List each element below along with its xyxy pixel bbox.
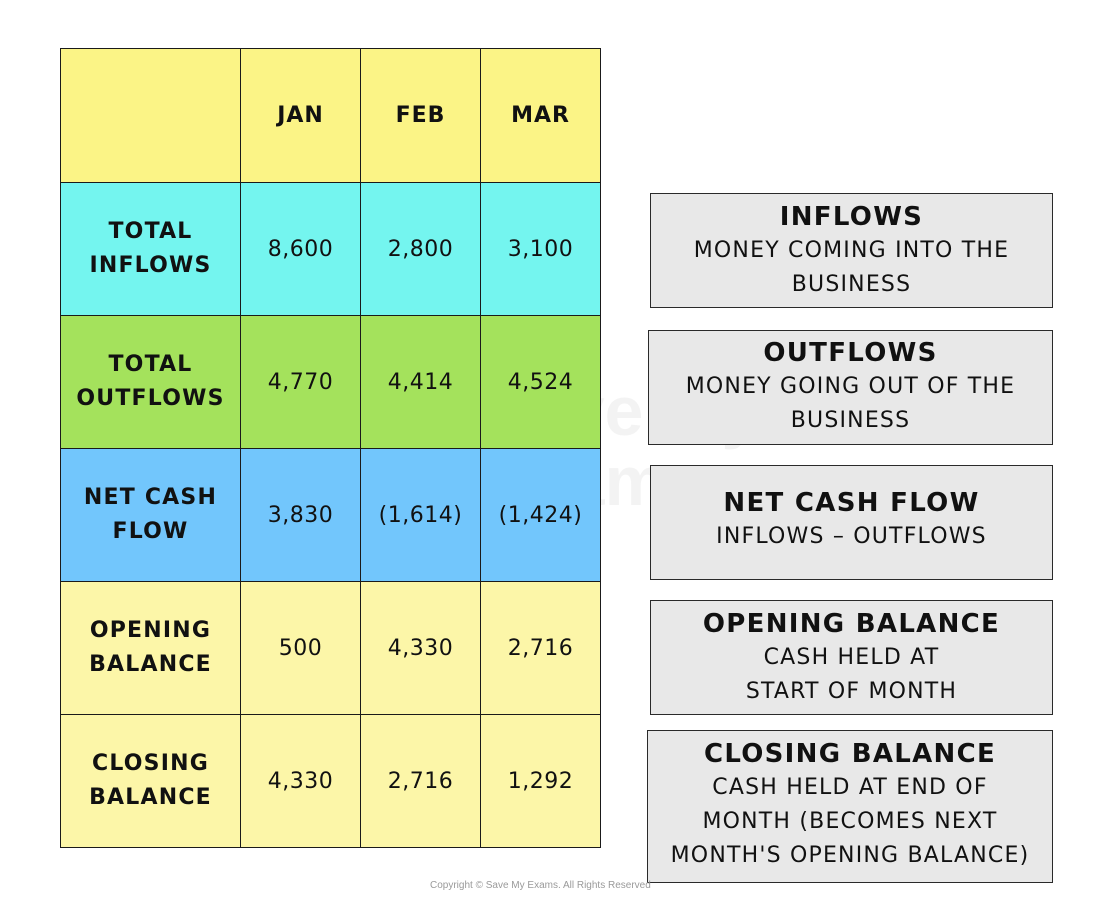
row-label: NET CASH FLOW bbox=[60, 448, 241, 582]
cell-mar: 4,524 bbox=[480, 315, 601, 449]
cash-flow-table: JAN FEB MAR TOTAL INFLOWS 8,600 2,800 3,… bbox=[60, 48, 601, 848]
definition-title: OUTFLOWS bbox=[763, 338, 938, 368]
header-mar: MAR bbox=[480, 48, 601, 183]
definition-inflows: INFLOWS MONEY COMING INTO THE BUSINESS bbox=[650, 193, 1053, 308]
header-empty-cell bbox=[60, 48, 241, 183]
cell-jan: 3,830 bbox=[240, 448, 361, 582]
row-label: OPENING BALANCE bbox=[60, 581, 241, 715]
definition-closing-balance: CLOSING BALANCE CASH HELD AT END OF MONT… bbox=[647, 730, 1053, 883]
row-opening-balance: OPENING BALANCE 500 4,330 2,716 bbox=[60, 581, 601, 715]
definition-line: MONEY COMING INTO THE bbox=[693, 238, 1010, 263]
definition-title: CLOSING BALANCE bbox=[703, 739, 997, 769]
definition-opening-balance: OPENING BALANCE CASH HELD AT START OF MO… bbox=[650, 600, 1053, 715]
cell-feb: 2,800 bbox=[360, 182, 481, 316]
row-label-line: TOTAL bbox=[108, 352, 193, 377]
cell-jan: 500 bbox=[240, 581, 361, 715]
cell-feb: 4,330 bbox=[360, 581, 481, 715]
row-label-line: BALANCE bbox=[89, 652, 212, 677]
row-label-line: TOTAL bbox=[108, 219, 193, 244]
definition-title: NET CASH FLOW bbox=[723, 488, 980, 518]
definition-net-cash-flow: NET CASH FLOW INFLOWS – OUTFLOWS bbox=[650, 465, 1053, 580]
cell-mar: (1,424) bbox=[480, 448, 601, 582]
definition-line: MONEY GOING OUT OF THE bbox=[685, 374, 1016, 399]
row-label: TOTAL OUTFLOWS bbox=[60, 315, 241, 449]
cell-jan: 4,770 bbox=[240, 315, 361, 449]
row-label-line: NET CASH bbox=[83, 485, 218, 510]
row-label-line: FLOW bbox=[112, 519, 189, 544]
definition-line: MONTH (BECOMES NEXT bbox=[702, 809, 998, 834]
header-jan: JAN bbox=[240, 48, 361, 183]
definition-title: OPENING BALANCE bbox=[702, 609, 1001, 639]
definition-line: START OF MONTH bbox=[745, 679, 958, 704]
cell-feb: 4,414 bbox=[360, 315, 481, 449]
definition-line: BUSINESS bbox=[791, 272, 912, 297]
definition-line: MONTH'S OPENING BALANCE) bbox=[670, 843, 1030, 868]
cell-jan: 4,330 bbox=[240, 714, 361, 848]
table-header-row: JAN FEB MAR bbox=[60, 48, 601, 183]
row-net-cash-flow: NET CASH FLOW 3,830 (1,614) (1,424) bbox=[60, 448, 601, 582]
row-label-line: OUTFLOWS bbox=[76, 386, 225, 411]
definition-line: INFLOWS – OUTFLOWS bbox=[716, 524, 987, 549]
row-label-line: INFLOWS bbox=[89, 253, 212, 278]
cell-mar: 1,292 bbox=[480, 714, 601, 848]
cell-mar: 3,100 bbox=[480, 182, 601, 316]
definition-line: BUSINESS bbox=[790, 408, 911, 433]
definition-outflows: OUTFLOWS MONEY GOING OUT OF THE BUSINESS bbox=[648, 330, 1053, 445]
row-label: CLOSING BALANCE bbox=[60, 714, 241, 848]
cell-mar: 2,716 bbox=[480, 581, 601, 715]
definition-line: CASH HELD AT END OF bbox=[712, 775, 988, 800]
row-total-inflows: TOTAL INFLOWS 8,600 2,800 3,100 bbox=[60, 182, 601, 316]
cell-feb: 2,716 bbox=[360, 714, 481, 848]
header-feb: FEB bbox=[360, 48, 481, 183]
row-label-line: BALANCE bbox=[89, 785, 212, 810]
row-total-outflows: TOTAL OUTFLOWS 4,770 4,414 4,524 bbox=[60, 315, 601, 449]
definition-title: INFLOWS bbox=[779, 202, 924, 232]
copyright-notice: Copyright © Save My Exams. All Rights Re… bbox=[430, 880, 651, 891]
cell-feb: (1,614) bbox=[360, 448, 481, 582]
row-label-line: CLOSING bbox=[92, 751, 209, 776]
definition-line: CASH HELD AT bbox=[763, 645, 940, 670]
cell-jan: 8,600 bbox=[240, 182, 361, 316]
row-closing-balance: CLOSING BALANCE 4,330 2,716 1,292 bbox=[60, 714, 601, 848]
row-label-line: OPENING bbox=[89, 618, 212, 643]
row-label: TOTAL INFLOWS bbox=[60, 182, 241, 316]
